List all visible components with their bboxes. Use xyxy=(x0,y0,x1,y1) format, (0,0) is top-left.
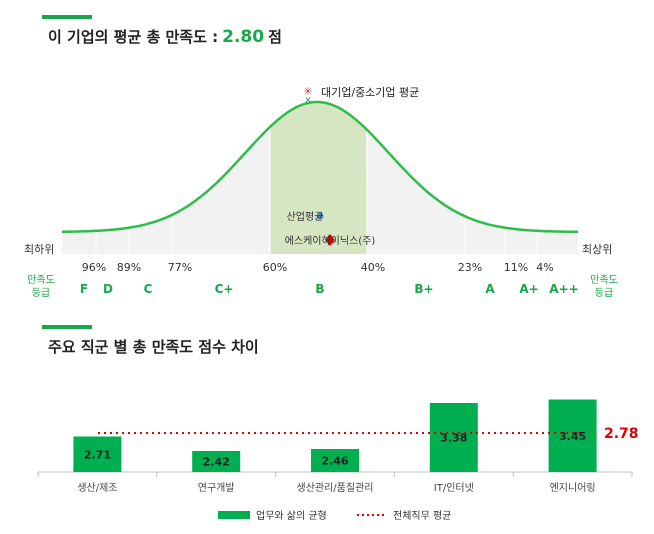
curve-center-area xyxy=(270,102,367,254)
bar xyxy=(192,451,241,472)
category-tick-label: 연구개발 xyxy=(198,482,235,494)
section1-title-suffix: 점 xyxy=(268,28,282,46)
grade-letter: A xyxy=(485,282,495,296)
bar-chart-legend: 업무와 삶의 균형 전체직무 평균 xyxy=(218,509,451,522)
reference-value-label: 2.78 xyxy=(604,426,639,442)
large-avg-marker-icon: ✳ xyxy=(303,85,312,98)
grade-letter: C xyxy=(144,282,153,296)
grade-letter: C+ xyxy=(215,282,234,296)
company-marker-label: 에스케이하이닉스(주) xyxy=(285,234,376,247)
edge-label-low: 최하위 xyxy=(24,242,54,256)
category-tick-label: IT/인터넷 xyxy=(434,482,474,494)
curve-gridlines xyxy=(95,126,538,254)
category-tick-label: 생산/제조 xyxy=(77,482,117,494)
section1-accent-bar xyxy=(42,15,92,19)
grade-letter: D xyxy=(103,282,113,296)
bar-value-label: 2.42 xyxy=(203,456,230,469)
grade-letter: F xyxy=(80,282,88,296)
section1-title: 이 기업의 평균 총 만족도 :2.80 점 xyxy=(48,26,282,47)
bar xyxy=(429,403,478,472)
grade-letter: B+ xyxy=(414,282,433,296)
bar-chart-labels: 2.71 생산/제조 2.42 연구개발 2.46 생산관리/품질관리 3.38 IT/인터넷… xyxy=(77,430,595,494)
bar xyxy=(548,399,597,472)
bar-value-label: 2.46 xyxy=(321,455,348,468)
bar xyxy=(311,449,359,472)
bar-value-label: 3.45 xyxy=(559,430,586,443)
percentile-label: 11% xyxy=(504,261,528,274)
grade-letter: B xyxy=(315,282,324,296)
bar-chart-reference: 2.78 xyxy=(98,426,639,442)
section2-accent-bar xyxy=(42,325,92,329)
grade-label-right-line1: 만족도 xyxy=(590,274,618,286)
grade-label-right-line2: 등급 xyxy=(595,287,613,299)
bar-value-label: 3.38 xyxy=(440,432,467,445)
grade-letter: A+ xyxy=(519,282,538,296)
industry-avg-marker-label: 산업평균 xyxy=(287,210,324,223)
percentile-label: 77% xyxy=(168,261,192,274)
edge-label-high: 최상위 xyxy=(582,243,612,256)
grade-letter: A++ xyxy=(549,282,578,296)
legend-bar-swatch xyxy=(218,511,250,519)
percentile-label: 60% xyxy=(263,261,287,274)
category-tick-label: 생산관리/품질관리 xyxy=(297,482,374,494)
bar-value-label: 2.71 xyxy=(84,448,111,461)
industry-avg-marker-icon xyxy=(316,212,324,220)
grade-label-left-line1: 만족도 xyxy=(27,274,55,286)
bar xyxy=(73,436,122,472)
legend-bar-label: 업무와 삶의 균형 xyxy=(256,509,327,522)
percentile-label: 23% xyxy=(458,261,482,274)
bar-chart-gridlines xyxy=(37,471,633,477)
percentile-label: 89% xyxy=(117,261,141,274)
legend-reference-label: 전체직무 평균 xyxy=(393,510,451,522)
company-marker-icon xyxy=(325,234,335,246)
bar-chart-marks xyxy=(73,399,597,472)
section1-title-prefix: 이 기업의 평균 총 만족도 : xyxy=(48,28,219,46)
percentile-label: 96% xyxy=(82,261,106,274)
section2-title: 주요 직군 별 총 만족도 점수 차이 xyxy=(48,338,259,356)
percentile-label: 40% xyxy=(361,261,385,274)
distribution-curve xyxy=(61,100,578,234)
large-avg-marker-label: 대기업/중소기업 평균 xyxy=(321,86,419,99)
grade-label-left-line2: 등급 xyxy=(32,287,50,299)
sme-avg-marker-icon: ✕ xyxy=(304,96,312,106)
category-tick-label: 엔지니어링 xyxy=(550,482,596,494)
average-score: 2.80 xyxy=(222,27,265,47)
percentile-label: 4% xyxy=(536,261,553,274)
